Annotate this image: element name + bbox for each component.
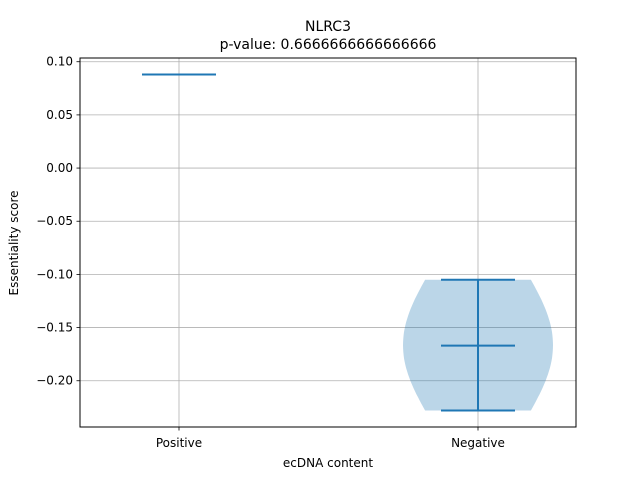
y-tick-label: 0.05: [46, 108, 73, 122]
grid-lines: [80, 58, 576, 427]
chart-title: NLRC3: [305, 19, 351, 35]
y-tick-label: −0.10: [36, 267, 73, 281]
x-axis-label: ecDNA content: [283, 456, 373, 470]
y-tick-label: −0.05: [36, 214, 73, 228]
y-tick-label: −0.20: [36, 374, 73, 388]
y-axis-label: Essentiality score: [7, 191, 21, 296]
violin-marks: [142, 73, 515, 412]
y-tick-label: −0.15: [36, 321, 73, 335]
x-tick-label: Negative: [451, 436, 505, 450]
chart-subtitle: p-value: 0.6666666666666666: [220, 37, 437, 53]
x-tick-label: Positive: [156, 436, 202, 450]
y-axis: 0.10 0.05 0.00 −0.05 −0.10 −0.15 −0.20: [36, 55, 80, 388]
plot-frame: [79, 57, 577, 428]
y-tick-label: 0.10: [46, 55, 73, 69]
y-tick-label: 0.00: [46, 161, 73, 175]
x-axis: Positive Negative: [156, 427, 505, 450]
